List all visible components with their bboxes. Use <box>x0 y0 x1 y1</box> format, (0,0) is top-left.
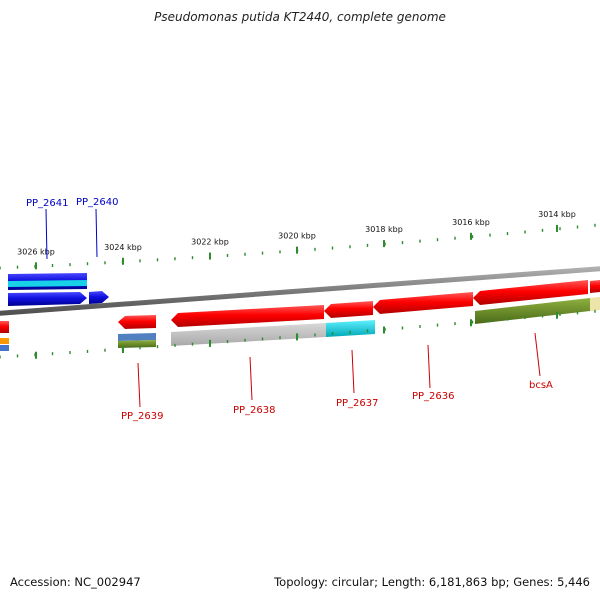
gene-pp-2640-arrow[interactable] <box>89 291 109 304</box>
label-pp-2641[interactable]: PP_2641 <box>26 198 69 209</box>
gene-bcsa-olive-feature <box>475 298 590 324</box>
scale-label: 3018 kbp <box>365 225 403 234</box>
reverse-gene-labels: PP_2639 PP_2638 PP_2637 PP_2636 bcsA <box>121 332 553 422</box>
scale-label: 3022 kbp <box>191 238 229 247</box>
forward-gene-labels: PP_2641 PP_2640 <box>26 197 119 260</box>
scale-label: 3020 kbp <box>278 232 316 241</box>
inner-major-ticks <box>35 311 558 359</box>
edge-red-fragment <box>0 321 9 333</box>
gene-pp-2641-cyan-band <box>8 280 87 287</box>
map-title: Pseudomonas putida KT2440, complete geno… <box>154 10 446 24</box>
leader-line-pp-2637 <box>351 349 355 394</box>
genome-summary-text: Topology: circular; Length: 6,181,863 bp… <box>274 575 590 589</box>
scale-label: 3026 kbp <box>17 247 55 256</box>
edge-pale-feature <box>590 297 600 311</box>
leader-line-pp-2639 <box>137 362 141 408</box>
edge-orange-fragment <box>0 338 9 344</box>
outer-tick-arc: 3026 kbp 3024 kbp 3022 kbp 3020 kbp 3018 kbp… <box>0 210 596 270</box>
gene-pp-2638-grey-feature <box>171 323 326 346</box>
scale-labels: 3026 kbp 3024 kbp 3022 kbp 3020 kbp 3018 kbp… <box>17 210 576 256</box>
edge-blue-fragment <box>0 345 9 351</box>
leader-line-pp-2638 <box>249 356 253 401</box>
gene-pp-2637-cyan-feature <box>326 320 375 337</box>
label-pp-2636[interactable]: PP_2636 <box>412 391 455 402</box>
gene-pp-2639-subfeature-blue <box>118 333 156 341</box>
inner-tick-arc <box>0 309 596 359</box>
label-pp-2637[interactable]: PP_2637 <box>336 398 379 409</box>
genome-backbone <box>0 266 600 316</box>
label-pp-2638[interactable]: PP_2638 <box>233 405 276 416</box>
gene-pp-2639-subfeature-olive <box>118 340 156 348</box>
leader-line-pp-2636 <box>427 344 431 389</box>
leader-line-pp-2641 <box>45 208 48 260</box>
gene-bcsa-arrow[interactable] <box>473 280 588 305</box>
accession-text: Accession: NC_002947 <box>10 575 141 589</box>
gene-pp-2638-arrow[interactable] <box>171 305 324 327</box>
gene-pp-2641-arrow[interactable] <box>8 292 87 306</box>
label-pp-2639[interactable]: PP_2639 <box>121 411 164 422</box>
label-pp-2640[interactable]: PP_2640 <box>76 197 119 208</box>
gene-pp-2639-arrow[interactable] <box>118 315 156 329</box>
outer-major-ticks <box>35 224 558 270</box>
scale-label: 3016 kbp <box>452 218 490 227</box>
gene-pp-2636-arrow[interactable] <box>373 292 473 314</box>
scale-label: 3014 kbp <box>538 210 576 219</box>
gene-pp-2637-arrow[interactable] <box>324 301 373 318</box>
edge-red-feature-right <box>590 280 600 293</box>
leader-line-bcsa <box>534 332 541 377</box>
leader-line-pp-2640 <box>95 208 98 258</box>
forward-strand-features <box>8 273 109 306</box>
outer-minor-ticks <box>0 223 596 270</box>
label-bcsa[interactable]: bcsA <box>529 380 553 391</box>
scale-label: 3024 kbp <box>104 243 142 252</box>
